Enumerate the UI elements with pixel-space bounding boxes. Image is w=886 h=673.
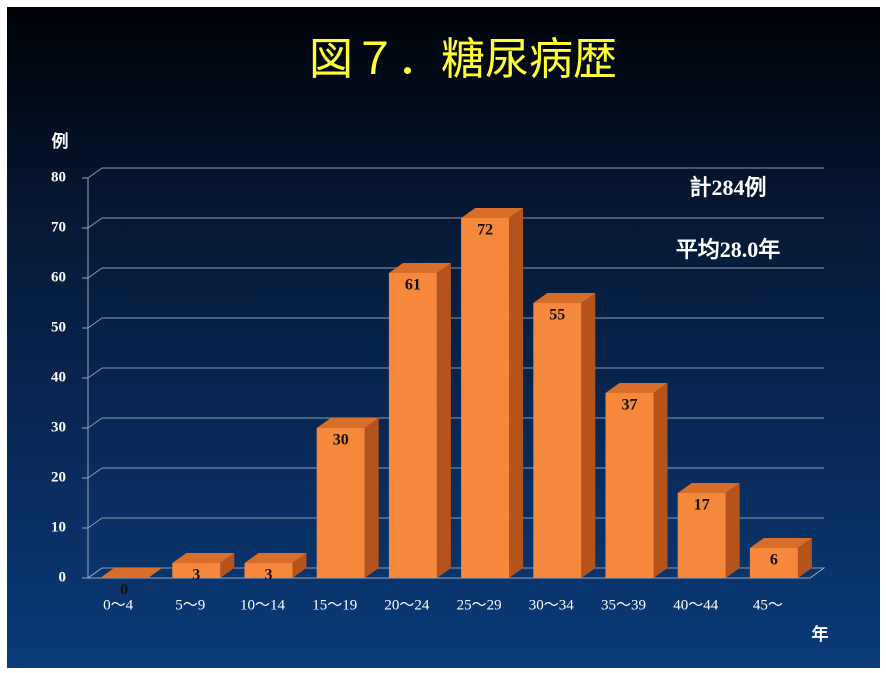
bar-front [172,563,221,578]
value-label: 3 [192,567,200,584]
bar-top [316,418,379,428]
y-tick-label: 0 [59,569,67,585]
x-tick-label: 5～9 [175,597,205,613]
bar [677,483,740,578]
bar-side [581,293,596,578]
bar-top [100,568,163,578]
value-label: 30 [333,432,349,449]
grid-line-side [87,167,103,179]
bar-top [388,263,451,273]
bar [172,553,235,578]
bar-top [244,553,307,563]
x-tick-label: 45～ [753,597,783,613]
grid-line-side [87,567,103,579]
y-tick-label: 50 [51,319,66,335]
value-label: 37 [622,397,638,414]
bar-front [316,428,365,578]
x-tick-label: 10～14 [240,597,286,613]
bar-front [533,303,582,578]
bar-front [461,218,510,578]
bar-front [388,273,437,578]
bar-side [364,418,379,578]
grid-line-side [87,217,103,229]
bar [605,383,668,578]
bar [461,208,524,578]
value-label: 6 [770,552,778,569]
x-tick-label: 15～19 [312,597,357,613]
bar [533,293,596,578]
bar-side [220,553,235,578]
value-label: 61 [405,277,421,294]
grid-line-side [87,317,103,329]
y-tick-label: 80 [51,169,66,185]
bar-front [244,563,293,578]
bar [388,263,451,578]
grid-line-side [87,267,103,279]
bar-side [436,263,451,578]
y-tick-label: 60 [51,269,66,285]
y-axis-label: 例 [52,131,69,151]
value-label: 3 [265,567,273,584]
annotation: 平均28.0年 [676,237,781,262]
bar-top [749,538,812,548]
annotation: 計284例 [689,175,766,200]
y-tick-label: 10 [51,519,66,535]
x-axis-label: 年 [812,624,829,644]
x-tick-label: 0～4 [103,597,134,613]
x-tick-label: 35～39 [601,597,646,613]
bar-side [292,553,307,578]
value-label: 55 [549,307,565,324]
x-tick-label: 25～29 [457,597,502,613]
grid-line-side [87,367,103,379]
y-tick-label: 70 [51,219,66,235]
bar-top [533,293,596,303]
value-label: 72 [477,222,493,239]
bar [100,568,163,578]
x-tick-label: 40～44 [673,597,719,613]
bar-side [509,208,524,578]
chart-title: 図７．糖尿病歴 [309,35,617,84]
grid-line-side [87,517,103,529]
bar-side [653,383,668,578]
bar [749,538,812,578]
x-tick-label: 30～34 [529,597,575,613]
x-tick-label: 20～24 [384,597,430,613]
bar-front [677,493,726,578]
bar [316,418,379,578]
bar-front [605,393,654,578]
bar-side [797,538,812,578]
grid-line-side [87,417,103,429]
y-tick-label: 30 [51,419,66,435]
bar-front [749,548,798,578]
bar-top [605,383,668,393]
bar [244,553,307,578]
y-tick-label: 40 [51,369,66,385]
bar-side [725,483,740,578]
value-label: 17 [694,497,710,514]
y-tick-label: 20 [51,469,66,485]
value-label: 0 [120,582,128,599]
bar-top [677,483,740,493]
grid-line-side [87,467,103,479]
bar-top [461,208,524,218]
bar-top [172,553,235,563]
